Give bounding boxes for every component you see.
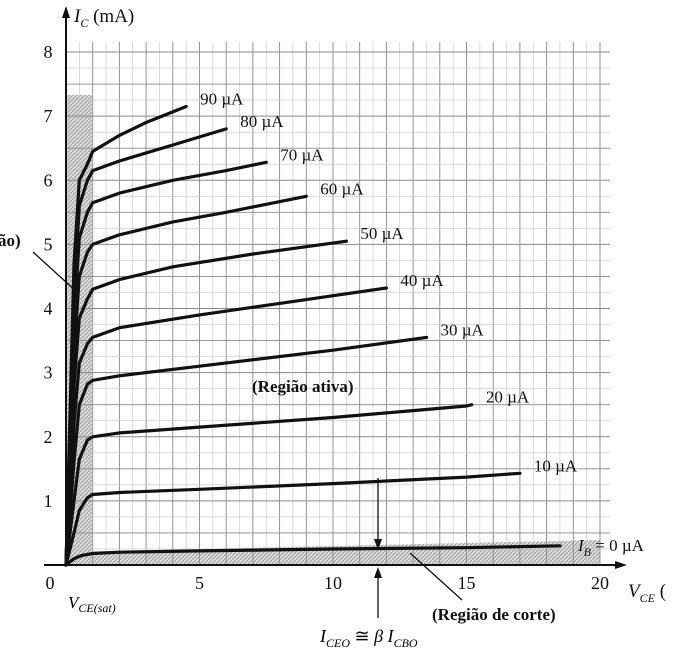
y-tick-label: 6	[44, 170, 53, 190]
cutoff-region-label: (Região de corte)	[432, 605, 556, 624]
ib-curve-label: 70 µA	[280, 145, 324, 164]
y-tick-labels: 1 2 3 4 5 6 7 8	[44, 42, 53, 511]
ib-curve	[64, 403, 474, 567]
ib-curve-label: 90 µA	[200, 90, 244, 109]
y-tick-label: 8	[44, 42, 53, 62]
y-axis-arrow	[62, 6, 70, 18]
ib-curve	[64, 544, 562, 567]
saturation-region-label: ão)	[0, 231, 21, 250]
ib-zero-value: = 0 µA	[591, 536, 645, 555]
x-tick-label: 5	[195, 573, 204, 593]
iceo-arrow-bottom-head	[374, 567, 382, 578]
ib-curve	[64, 239, 348, 567]
ib-curve	[64, 335, 429, 567]
ib-curve	[64, 160, 268, 567]
x-tick-label: 0	[46, 573, 55, 593]
ib-curve-label: 30 µA	[440, 320, 484, 339]
ib-curve-labels: 10 µA 20 µA 30 µA 40 µA 50 µA 60 µA 70 µA 80 µA…	[200, 90, 578, 476]
cutoff-leader-line	[409, 552, 463, 601]
active-region-label: (Região ativa)	[252, 377, 354, 396]
x-axis-title: VCE (	[628, 581, 666, 605]
saturation-leader-line	[32, 251, 79, 294]
vce-sat-label: VCE(sat)	[68, 593, 116, 615]
ib-curve	[64, 194, 308, 567]
y-tick-label: 2	[44, 427, 53, 447]
ib-curve	[64, 104, 188, 567]
grid	[65, 42, 610, 566]
ib-curves	[64, 104, 562, 567]
y-tick-label: 7	[44, 106, 53, 126]
ib-curve-label: 40 µA	[400, 271, 444, 290]
ib-curve-label: 80 µA	[240, 112, 284, 131]
x-tick-label: 15	[458, 573, 476, 593]
ib-curve-label: 50 µA	[360, 224, 404, 243]
x-axis-arrow	[615, 561, 627, 569]
y-tick-label: 4	[44, 299, 53, 319]
x-tick-label: 20	[591, 573, 609, 593]
y-tick-label: 1	[44, 491, 53, 511]
y-axis-title: IC (mA)	[73, 6, 134, 30]
y-tick-label: 3	[44, 363, 53, 383]
x-tick-labels: 0 5 10 15 20	[46, 573, 610, 593]
iceo-label: ICEO ≅ β ICBO	[319, 626, 418, 650]
ib-zero-label: IB = 0 µA	[577, 536, 645, 559]
ib-curve-label: 10 µA	[534, 456, 578, 475]
ib-curve-label: 60 µA	[320, 179, 364, 198]
iceo-arrow-top-head	[374, 539, 382, 550]
ib-curve	[64, 286, 388, 567]
y-tick-label: 5	[44, 234, 53, 254]
ib-curve-label: 20 µA	[486, 388, 530, 407]
x-tick-label: 10	[324, 573, 342, 593]
ib-curve	[64, 471, 522, 567]
